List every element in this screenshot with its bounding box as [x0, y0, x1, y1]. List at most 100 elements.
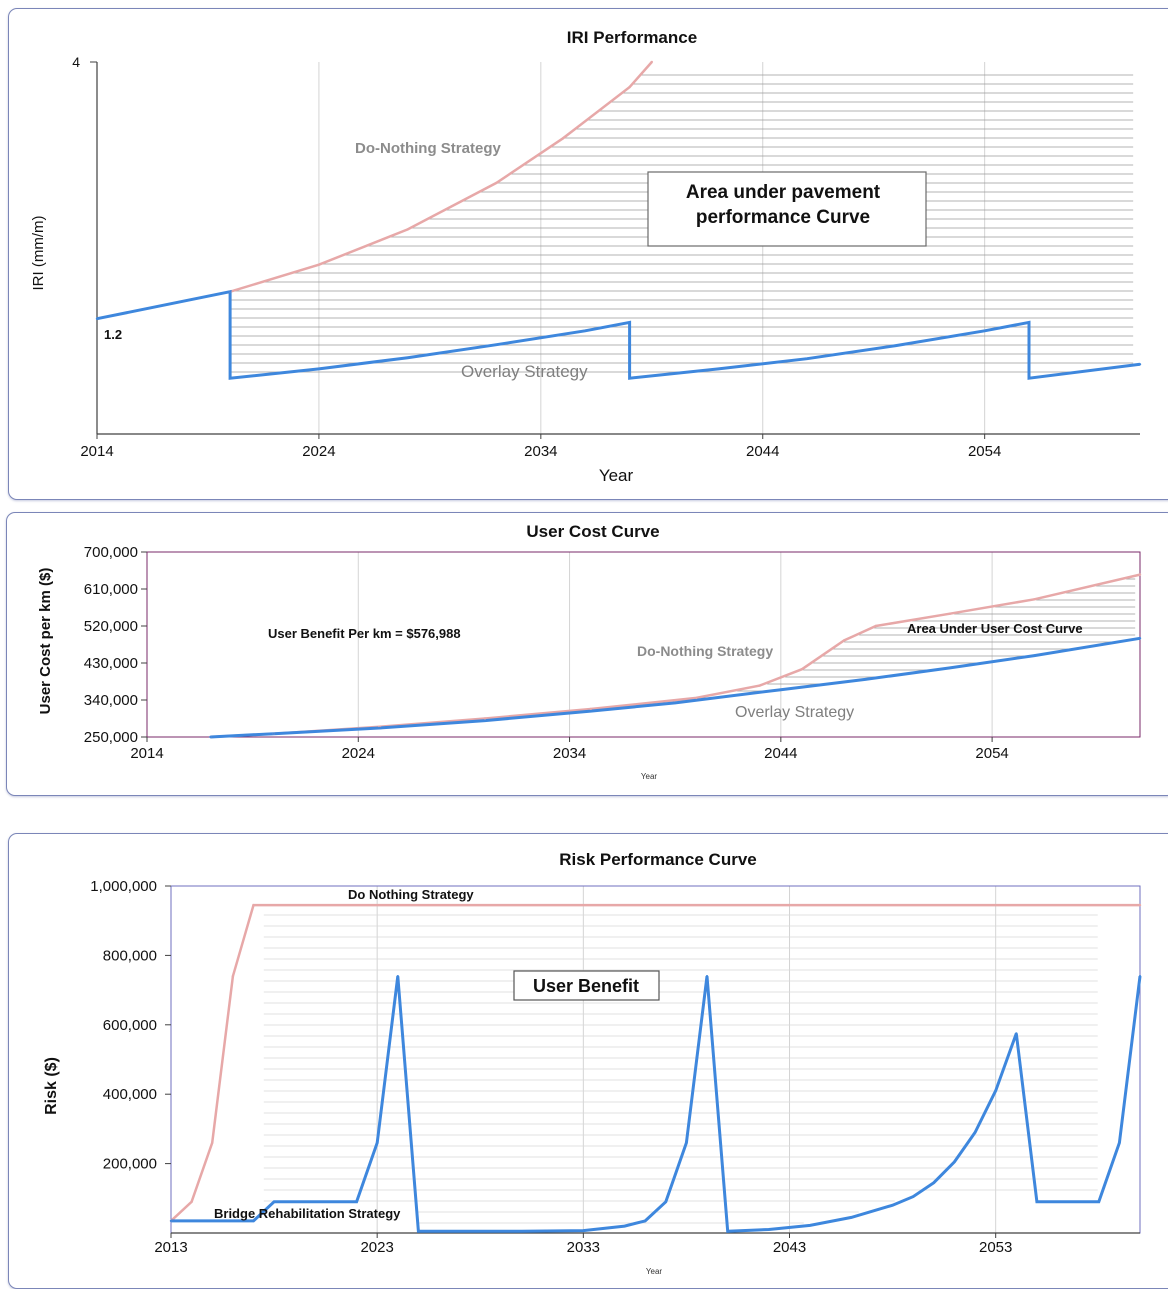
- start-value-label: 1.2: [104, 327, 122, 342]
- data-points: [95, 60, 1142, 380]
- overlay-data-point: [272, 732, 275, 735]
- y-axis-label: IRI (mm/m): [30, 216, 47, 291]
- plot-frame: [170, 885, 1141, 1234]
- bridge-rehabilitation-data-point: [623, 1224, 626, 1228]
- y-tick-label: 400,000: [103, 1086, 157, 1103]
- y-tick-label: 610,000: [84, 581, 138, 598]
- x-tick-label: 2044: [764, 745, 797, 762]
- overlay-data-point: [95, 317, 99, 320]
- bridge-rehabilitation-data-point: [664, 1200, 667, 1204]
- overlay-data-point: [1138, 363, 1142, 366]
- overlay-data-point: [378, 726, 381, 730]
- overlay-data-point: [1033, 654, 1036, 657]
- bridge-rehabilitation-data-point: [376, 1141, 379, 1145]
- bridge-rehabilitation-data-point: [1097, 1200, 1101, 1204]
- annotation-line-1: Area under pavement: [686, 182, 881, 203]
- bridge-rehabilitation-data-point: [1035, 1200, 1039, 1204]
- do-nothing-data-point: [800, 668, 804, 671]
- overlay-data-point: [628, 321, 631, 324]
- do-nothing-data-point: [211, 1141, 214, 1145]
- iri-performance-chart: IRI Performance 4 2014 2024 2034 2044 2054 Y…: [30, 28, 1142, 485]
- bridge-rehabilitation-data-point: [582, 1229, 585, 1232]
- overlay-series-label: Overlay Strategy: [735, 704, 854, 721]
- annotation-text: User Benefit: [533, 976, 639, 996]
- y-tick-label: 700,000: [84, 544, 138, 561]
- bridge-rehabilitation-data-point: [272, 1200, 276, 1204]
- bridge-rehabilitation-data-point: [850, 1216, 853, 1219]
- chart-title: Risk Performance Curve: [559, 850, 756, 869]
- overlay-data-point: [1027, 377, 1031, 380]
- overlay-data-point: [584, 329, 587, 332]
- x-tick-label: 2033: [567, 1239, 600, 1256]
- bridge-rehabilitation-data-point: [520, 1230, 523, 1233]
- bridge-rehabilitation-data-point: [396, 975, 399, 978]
- chart-title: IRI Performance: [567, 28, 697, 47]
- overlay-data-point: [628, 377, 631, 380]
- overlay-data-point: [228, 377, 232, 380]
- do-nothing-series-label: Do-Nothing Strategy: [355, 140, 501, 157]
- y-tick-label: 800,000: [103, 947, 157, 964]
- y-axis-label: User Cost per km ($): [37, 568, 54, 715]
- y-tick-label: 4: [72, 54, 80, 70]
- overlay-data-point: [894, 344, 898, 347]
- x-tick-label: 2054: [975, 745, 1008, 762]
- overlay-data-point: [948, 666, 952, 670]
- overlay-data-point: [674, 701, 677, 705]
- do-nothing-data-point: [650, 60, 653, 64]
- overlay-data-point: [1027, 321, 1031, 324]
- user-cost-chart: User Cost Curve 250,000 340,000 430,000 520…: [37, 522, 1142, 781]
- bridge-rehabilitation-data-point: [932, 1181, 935, 1184]
- x-tick-label: 2044: [746, 443, 779, 460]
- risk-performance-panel: [8, 833, 1168, 1289]
- x-tick-label: 2054: [968, 443, 1001, 460]
- y-tick-label: 1,000,000: [90, 878, 157, 895]
- plot-frame: [146, 551, 1141, 738]
- do-nothing-data-point: [406, 228, 409, 231]
- x-axis-label: Year: [646, 1267, 663, 1276]
- overlay-data-point: [317, 367, 321, 371]
- y-tick-label: 520,000: [84, 618, 138, 635]
- x-axis-label: Year: [641, 772, 658, 781]
- y-tick-label: 250,000: [84, 729, 138, 746]
- x-axis-label: Year: [599, 466, 634, 485]
- do-nothing-data-point: [483, 717, 487, 720]
- user-cost-panel: [6, 512, 1168, 796]
- bridge-rehabilitation-data-point: [685, 1141, 688, 1145]
- overlay-data-point: [589, 709, 592, 713]
- do-nothing-series-label: Do-Nothing Strategy: [637, 643, 773, 659]
- do-nothing-data-point: [628, 85, 631, 89]
- bridge-rehabilitation-data-point: [1118, 1141, 1121, 1145]
- annotation-box: [513, 970, 660, 1001]
- do-nothing-data-point: [589, 707, 592, 711]
- overlay-data-point: [779, 688, 782, 691]
- iri-performance-panel: [8, 8, 1168, 500]
- annotation-box: [647, 171, 927, 247]
- user-benefit-text: User Benefit Per km = $576,988: [268, 626, 461, 641]
- do-nothing-data-point: [1138, 903, 1142, 907]
- bridge-rehabilitation-data-point: [767, 1228, 771, 1231]
- bridge-rehabilitation-data-point: [1015, 1032, 1018, 1035]
- x-tick-label: 2043: [773, 1239, 806, 1256]
- annotation-line-2: performance Curve: [696, 207, 870, 228]
- do-nothing-data-point: [190, 1200, 193, 1204]
- y-tick-label: 600,000: [103, 1017, 157, 1034]
- bridge-rehabilitation-data-point: [912, 1195, 915, 1198]
- do-nothing-series-line: [170, 903, 1140, 1222]
- overlay-data-point: [495, 343, 498, 346]
- y-axis-label: Risk ($): [43, 1057, 60, 1115]
- bridge-rehabilitation-series-label: Bridge Rehabilitation Strategy: [214, 1206, 401, 1221]
- do-nothing-data-point: [758, 684, 761, 687]
- bridge-rehabilitation-data-point: [705, 975, 709, 978]
- data-points: [169, 903, 1142, 1233]
- data-points: [209, 573, 1142, 739]
- y-tick-label: 340,000: [84, 692, 138, 709]
- bridge-rehabilitation-data-point: [994, 1089, 997, 1092]
- chart-title: User Cost Curve: [526, 522, 659, 541]
- do-nothing-data-point: [495, 181, 498, 185]
- overlay-series-label: Overlay Strategy: [461, 362, 588, 381]
- do-nothing-data-point: [1138, 573, 1142, 576]
- x-tick-label: 2034: [553, 745, 586, 762]
- overlay-data-point: [228, 290, 232, 293]
- do-nothing-data-point: [231, 975, 235, 978]
